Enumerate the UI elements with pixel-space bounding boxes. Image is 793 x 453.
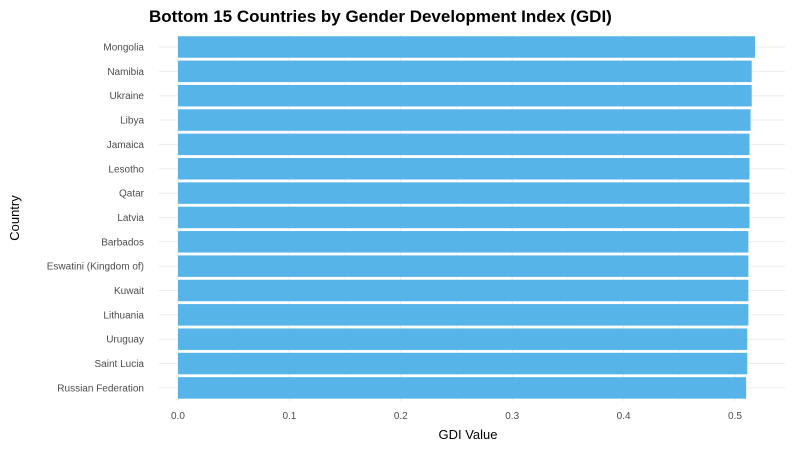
bar [178,206,750,229]
y-tick-label: Russian Federation [57,383,144,394]
chart-title: Bottom 15 Countries by Gender Developmen… [149,7,612,26]
y-tick-label: Namibia [107,67,144,78]
x-tick-label: 0.5 [728,411,742,422]
y-tick-label: Eswatini (Kingdom of) [47,262,144,273]
bar [178,255,749,277]
bar [178,133,750,156]
bar [178,304,749,326]
bar [178,60,752,83]
x-tick-label: 0.2 [394,411,408,422]
bar [178,84,752,107]
y-tick-label: Ukraine [110,91,145,102]
bar [178,279,749,302]
y-tick-label: Latvia [117,213,144,224]
y-tick-label: Mongolia [103,43,144,54]
y-tick-label: Jamaica [107,140,145,151]
x-axis-title: GDI Value [438,427,497,442]
bar [178,109,751,131]
y-tick-label: Kuwait [114,286,144,297]
x-tick-label: 0.0 [171,411,185,422]
bar [178,352,748,375]
bar [178,36,756,58]
y-tick-label: Barbados [101,237,144,248]
bar [178,377,747,399]
y-axis-title: Country [7,195,22,241]
bars [178,36,756,399]
y-tick-label: Lesotho [108,164,144,175]
x-tick-label: 0.4 [617,411,631,422]
y-tick-label: Saint Lucia [95,359,145,370]
x-tick-labels: 0.0 0.1 0.2 0.3 0.4 0.5 [171,411,742,422]
y-tick-label: Uruguay [106,335,144,346]
bar [178,231,749,253]
x-tick-label: 0.1 [282,411,296,422]
bar [178,158,750,180]
x-tick-label: 0.3 [505,411,519,422]
y-tick-labels: Mongolia Namibia Ukraine Libya Jamaica Lesoth… [47,43,145,395]
bar [178,182,750,204]
bar [178,328,748,350]
y-tick-label: Lithuania [103,310,144,321]
y-tick-label: Libya [120,116,144,127]
y-tick-label: Qatar [119,189,145,200]
